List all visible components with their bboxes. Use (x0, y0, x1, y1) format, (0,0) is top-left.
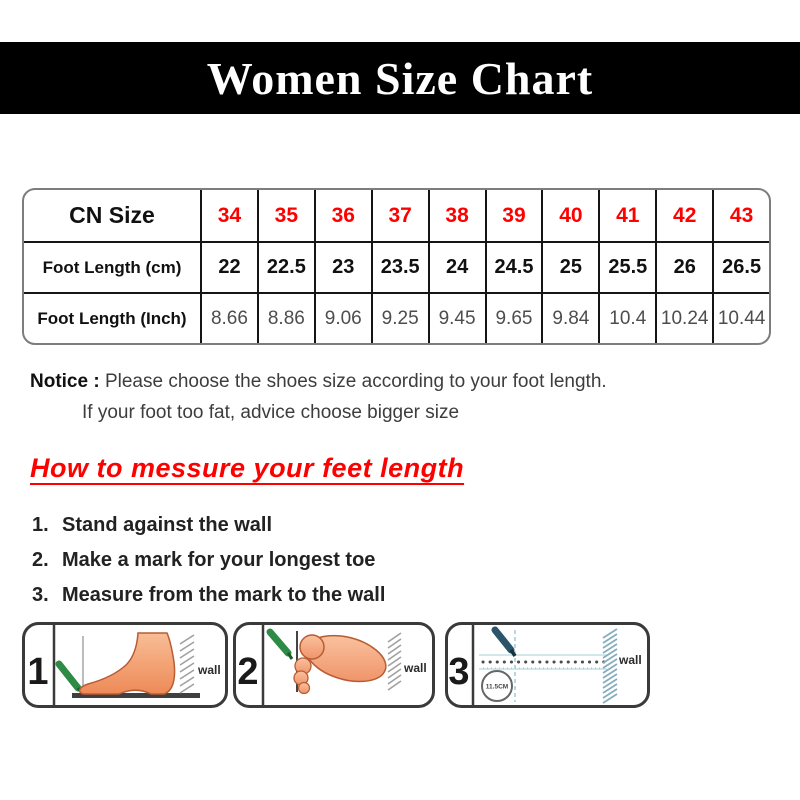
size-cell: 41 (598, 190, 655, 241)
notice-text-2: If your foot too fat, advice choose bigg… (82, 402, 460, 423)
panel-step-3: 3 11.5CM wall (445, 622, 650, 708)
table-row-cn-size: CN Size 34 35 36 37 38 39 40 41 42 43 (24, 190, 769, 241)
cm-cell: 26 (655, 243, 712, 292)
row-values-foot-length-cm: 22 22.5 23 23.5 24 24.5 25 25.5 26 26.5 (200, 243, 769, 292)
inch-cell: 9.45 (427, 294, 485, 343)
table-row-foot-length-cm: Foot Length (cm) 22 22.5 23 23.5 24 24.5 25 25.… (24, 241, 769, 292)
pencil-icon (491, 626, 515, 654)
step-text: Stand against the wall (62, 514, 273, 536)
inch-cell: 9.84 (541, 294, 598, 343)
cm-cell: 26.5 (712, 243, 769, 292)
cm-cell: 25.5 (598, 243, 655, 292)
step-text: Make a mark for your longest toe (62, 549, 376, 571)
steps-list: 1. Stand against the wall 2. Make a mark fo… (32, 508, 385, 613)
inch-cell: 10.44 (712, 294, 769, 343)
foot-side-icon (78, 632, 176, 695)
size-cell: 35 (256, 190, 314, 241)
step-item: 3. Measure from the mark to the wall (32, 578, 385, 613)
wall-hatch (179, 634, 195, 694)
measure-heading: How to messure your feet length (30, 453, 465, 483)
pencil-tip (286, 652, 294, 660)
inch-cell: 8.86 (256, 294, 314, 343)
panel-number: 3 (448, 651, 469, 693)
size-cell: 40 (541, 190, 598, 241)
step-number: 2. (32, 549, 49, 571)
size-cell: 38 (427, 190, 485, 241)
inch-cell: 9.06 (313, 294, 371, 343)
measure-panels: 1 wall 2 (22, 622, 650, 708)
notice-text-1: Please choose the shoes size according t… (104, 371, 607, 392)
toe-4 (297, 681, 311, 695)
notice-label: Notice : (30, 371, 100, 392)
cm-cell: 24 (427, 243, 485, 292)
wall-label: wall (403, 661, 427, 675)
wall-label: wall (197, 663, 221, 677)
size-cell: 37 (370, 190, 428, 241)
wall-hatch (387, 632, 402, 691)
size-cell: 39 (484, 190, 542, 241)
inch-cell: 9.65 (484, 294, 542, 343)
floor-bar (72, 693, 200, 698)
big-toe (299, 634, 325, 660)
inch-cell: 9.25 (370, 294, 428, 343)
row-values-foot-length-inch: 8.66 8.86 9.06 9.25 9.45 9.65 9.84 10.4 10.24 10.… (200, 294, 769, 343)
size-table: CN Size 34 35 36 37 38 39 40 41 42 43 Foot Length… (22, 188, 771, 345)
size-cell: 43 (712, 190, 769, 241)
step-number: 3. (32, 584, 49, 606)
cm-cell: 22.5 (256, 243, 314, 292)
cm-cell: 24.5 (484, 243, 542, 292)
step-item: 1. Stand against the wall (32, 508, 385, 543)
row-label-foot-length-cm: Foot Length (cm) (42, 257, 182, 277)
wall-label: wall (618, 653, 642, 667)
pencil-icon (55, 660, 82, 692)
cm-cell: 23 (313, 243, 371, 292)
cm-cell: 22 (200, 243, 257, 292)
notice: Notice : Please choose the shoes size ac… (30, 366, 607, 428)
notice-line-1: Notice : Please choose the shoes size ac… (30, 366, 607, 397)
size-cell: 34 (200, 190, 257, 241)
panel-step-1: 1 wall (22, 622, 228, 708)
row-values-cn-size: 34 35 36 37 38 39 40 41 42 43 (200, 190, 769, 241)
panel-step-2: 2 wall (233, 622, 435, 708)
measure-circle-label: 11.5CM (486, 684, 508, 691)
cm-cell: 23.5 (370, 243, 428, 292)
row-label-foot-length-inch: Foot Length (Inch) (37, 308, 187, 328)
size-cell: 42 (655, 190, 712, 241)
panel-number: 2 (237, 651, 258, 693)
step-text: Measure from the mark to the wall (62, 584, 386, 606)
row-label-cn-size: CN Size (69, 202, 155, 228)
pencil-tip (509, 649, 517, 657)
inch-cell: 10.4 (598, 294, 655, 343)
step-item: 2. Make a mark for your longest toe (32, 543, 385, 578)
table-row-foot-length-inch: Foot Length (Inch) 8.66 8.86 9.06 9.25 9.45 9… (24, 292, 769, 343)
wall-hatch (602, 628, 618, 704)
banner-title: Women Size Chart (206, 52, 594, 104)
measure-circle (481, 670, 513, 702)
pencil-icon (266, 628, 292, 657)
inch-cell: 10.24 (655, 294, 712, 343)
cm-cell: 25 (541, 243, 598, 292)
size-cell: 36 (313, 190, 371, 241)
inch-cell: 8.66 (200, 294, 257, 343)
panel-number: 1 (27, 651, 48, 693)
step-number: 1. (32, 514, 49, 536)
banner: Women Size Chart (0, 42, 800, 114)
